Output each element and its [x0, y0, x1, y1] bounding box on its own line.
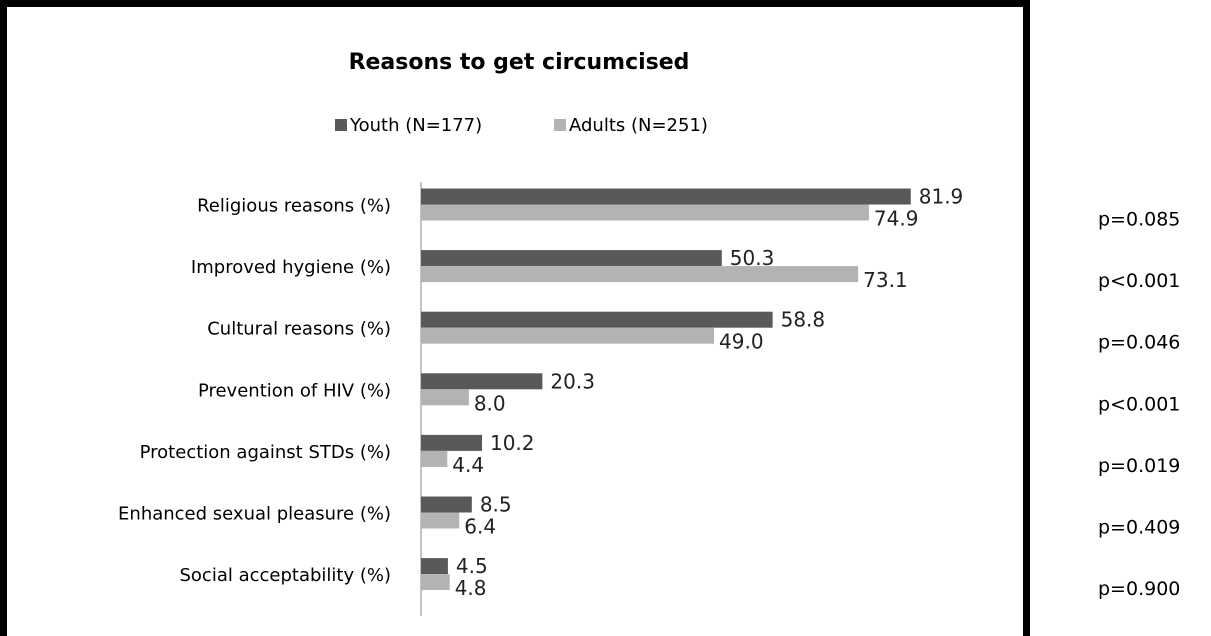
bar-adults: [421, 389, 469, 406]
category-labels: Religious reasons (%) Improved hygiene (%…: [118, 196, 391, 587]
bar-youth: [421, 558, 448, 575]
value-label-youth: 50.3: [730, 246, 775, 270]
p-value: p=0.046: [1098, 332, 1180, 354]
bar-adults: [421, 512, 460, 529]
value-label-adults: 49.0: [719, 330, 764, 354]
category-label: Improved hygiene (%): [191, 257, 391, 278]
p-value: p=0.085: [1098, 209, 1180, 231]
bar-adults: [421, 574, 450, 591]
bar-youth: [421, 496, 472, 513]
p-value: p<0.001: [1098, 270, 1180, 292]
category-label: Religious reasons (%): [197, 196, 391, 217]
p-value: p<0.001: [1098, 393, 1180, 415]
bar-adults: [421, 204, 869, 221]
value-label-adults: 4.8: [455, 576, 487, 600]
p-value: p=0.019: [1098, 455, 1180, 477]
value-labels: 81.974.9 50.3 73.1 58.8 49.0 20.3 8.0 10.24.4 8.…: [452, 185, 963, 601]
legend-label-youth: Youth (N=177): [349, 115, 482, 136]
bar-youth: [421, 373, 543, 390]
bar-youth: [421, 250, 722, 267]
value-label-adults: 74.9: [874, 207, 919, 231]
value-label-youth: 81.9: [919, 185, 964, 209]
p-value-labels: p=0.085 p<0.001 p=0.046 p<0.001 p=0.019 p=0.4…: [1098, 209, 1180, 601]
category-label: Enhanced sexual pleasure (%): [118, 504, 391, 525]
bar-youth: [421, 188, 911, 205]
value-label-youth: 8.5: [480, 493, 512, 517]
value-label-adults: 8.0: [474, 391, 506, 415]
value-label-youth: 58.8: [781, 308, 826, 332]
value-label-adults: 73.1: [863, 268, 908, 292]
bar-youth: [421, 434, 482, 451]
category-label: Cultural reasons (%): [207, 319, 391, 340]
bars: [421, 188, 911, 591]
legend-label-adults: Adults (N=251): [569, 115, 708, 136]
value-label-adults: 4.4: [452, 453, 484, 477]
bar-adults: [421, 450, 448, 467]
legend-swatch-adults: [554, 119, 566, 131]
value-label-youth: 10.2: [490, 431, 535, 455]
category-label: Protection against STDs (%): [140, 442, 391, 463]
value-label-adults: 6.4: [464, 515, 496, 539]
value-label-youth: 20.3: [550, 369, 595, 393]
value-label-youth: 4.5: [456, 554, 488, 578]
bar-adults: [421, 327, 715, 344]
category-label: Prevention of HIV (%): [198, 380, 391, 401]
legend: Youth (N=177) Adults (N=251): [335, 115, 708, 136]
bar-youth: [421, 311, 773, 328]
category-label: Social acceptability (%): [179, 565, 391, 586]
chart-title: Reasons to get circumcised: [349, 50, 690, 75]
bar-adults: [421, 266, 859, 283]
p-value: p=0.409: [1098, 517, 1180, 539]
chart-frame: [0, 0, 1030, 636]
legend-swatch-youth: [335, 119, 347, 131]
p-value: p=0.900: [1098, 578, 1180, 600]
